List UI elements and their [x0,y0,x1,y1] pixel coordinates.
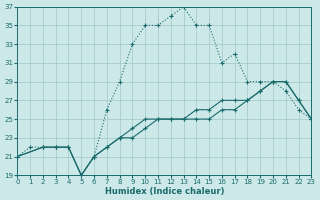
X-axis label: Humidex (Indice chaleur): Humidex (Indice chaleur) [105,187,224,196]
